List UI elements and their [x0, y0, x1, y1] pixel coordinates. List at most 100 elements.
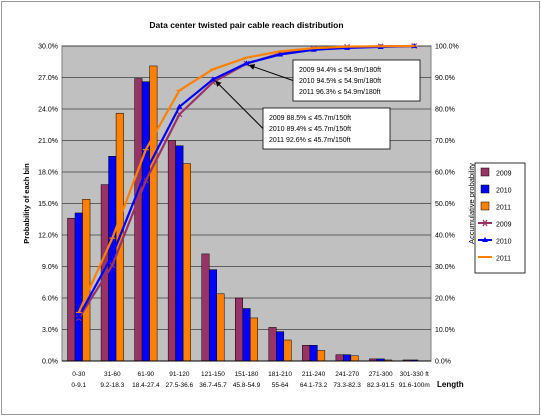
- bar-2011: [149, 65, 158, 362]
- point-2010: [75, 313, 82, 319]
- bar-2009: [302, 345, 311, 362]
- y2-tick-label: 0.0%: [435, 359, 451, 366]
- point-2009: [142, 177, 149, 184]
- legend-label: 2011: [496, 256, 511, 263]
- bar-2010: [343, 354, 352, 362]
- x-tick-label-m: 73.3-82.3: [333, 382, 361, 389]
- x-axis-label: Length: [437, 380, 464, 389]
- point-2010: [209, 76, 216, 82]
- point-2010: [277, 51, 284, 57]
- bar-2011: [283, 339, 292, 362]
- y2-tick-label: 30.0%: [435, 264, 455, 271]
- y2-tick-label: 10.0%: [435, 327, 455, 334]
- x-tick-label-m: 45.8-54.9: [233, 382, 261, 389]
- legend-swatch-2010: [480, 184, 490, 194]
- point-2009: [176, 111, 183, 118]
- y-tick-label: 18.0%: [38, 170, 58, 177]
- x-tick-label: 301-330 ft: [400, 371, 429, 378]
- chart-title: Data center twisted pair cable reach dis…: [149, 20, 343, 30]
- x-tick-label: 271-300: [369, 371, 393, 378]
- annotation-text: 2010 89.4% ≤ 45.7m/150ft: [269, 126, 351, 133]
- x-tick-label: 241-270: [335, 371, 359, 378]
- bar-2011: [216, 293, 225, 362]
- point-2010: [176, 103, 183, 109]
- x-tick-label-m: 27.5-36.6: [166, 382, 194, 389]
- bar-2011: [317, 350, 326, 362]
- y2-tick-label: 50.0%: [435, 201, 455, 208]
- bar-2011: [250, 317, 258, 362]
- bar-2009: [201, 253, 210, 362]
- legend-label: 2010: [496, 188, 512, 195]
- legend-swatch-2011: [480, 201, 490, 211]
- y2-axis-label: Accumulative probability: [467, 163, 476, 244]
- x-tick-label-m: 55-64: [272, 382, 289, 389]
- y-tick-label: 3.0%: [42, 327, 58, 334]
- legend-label: 2010: [496, 239, 512, 246]
- annotation-box: [262, 107, 391, 150]
- x-tick-label: 181-210: [268, 371, 292, 378]
- annotation-text: 2011 96.3% ≤ 54.9m/180ft: [299, 89, 381, 96]
- legend-label: 2011: [496, 205, 511, 212]
- bar-2011: [350, 355, 359, 362]
- bar-2010: [74, 212, 83, 362]
- annotation-arrow: [215, 80, 264, 129]
- y-tick-label: 0.0%: [42, 359, 58, 366]
- y-tick-label: 27.0%: [38, 75, 58, 82]
- x-tick-label-m: 91.6-100m: [399, 382, 430, 389]
- bar-2009: [67, 217, 76, 362]
- x-tick-label-m: 18.4-27.4: [132, 382, 160, 389]
- x-tick-label-m: 0-9.1: [71, 382, 86, 389]
- y-tick-label: 9.0%: [42, 264, 58, 271]
- legend-swatch-2009: [480, 167, 490, 177]
- y2-tick-label: 40.0%: [435, 233, 455, 240]
- legend-label: 2009: [496, 222, 512, 229]
- bar-2010: [175, 145, 184, 362]
- x-tick-label-m: 36.7-45.7: [199, 382, 227, 389]
- x-tick-label-m: 9.2-18.3: [100, 382, 124, 389]
- y2-tick-label: 20.0%: [435, 296, 455, 303]
- y-tick-label: 30.0%: [38, 44, 58, 51]
- x-tick-label: 211-240: [302, 371, 326, 378]
- legend-box: [474, 162, 526, 274]
- bar-2009: [134, 78, 143, 362]
- y2-tick-label: 60.0%: [435, 170, 455, 177]
- bar-2010: [309, 345, 318, 362]
- legend-marker-2010: [482, 237, 488, 242]
- bar-2010: [208, 269, 217, 362]
- bar-2009: [235, 297, 243, 362]
- annotation-text: 2011 92.6% ≤ 45.7m/150ft: [269, 137, 351, 144]
- y-tick-label: 15.0%: [38, 201, 58, 208]
- y2-tick-label: 70.0%: [435, 138, 455, 145]
- bar-2009: [268, 327, 277, 362]
- x-tick-label: 31-60: [104, 371, 121, 378]
- y2-tick-label: 100.0%: [435, 44, 459, 51]
- legend-marker-2009: [482, 219, 488, 227]
- annotation-arrow: [248, 64, 294, 81]
- annotation-box: [292, 59, 421, 102]
- point-2009: [109, 262, 116, 269]
- point-2010: [109, 252, 116, 258]
- y-tick-label: 12.0%: [38, 233, 58, 240]
- bar-2010: [141, 81, 150, 362]
- annotation-text: 2009 94.4% ≤ 54.9m/180ft: [299, 67, 381, 74]
- x-tick-label: 91-120: [169, 371, 190, 378]
- bar-2011: [182, 163, 191, 362]
- y-tick-label: 21.0%: [38, 138, 58, 145]
- x-tick-label: 61-90: [138, 371, 155, 378]
- bar-2009: [167, 140, 176, 362]
- legend-label: 2009: [496, 171, 512, 178]
- x-tick-label-m: 82.3-91.5: [367, 382, 395, 389]
- x-tick-label: 151-180: [235, 371, 259, 378]
- x-tick-label: 0-30: [72, 371, 85, 378]
- y-axis-label: Probability of each bin: [22, 163, 31, 244]
- y2-tick-label: 80.0%: [435, 107, 455, 114]
- bar-2009: [335, 354, 344, 362]
- x-tick-label-m: 64.1-73.2: [300, 382, 328, 389]
- x-tick-label: 121-150: [201, 371, 225, 378]
- y-tick-label: 6.0%: [42, 296, 58, 303]
- bar-2010: [276, 331, 285, 362]
- bar-2010: [242, 308, 251, 362]
- point-2010: [142, 168, 149, 174]
- bar-2011: [82, 199, 91, 362]
